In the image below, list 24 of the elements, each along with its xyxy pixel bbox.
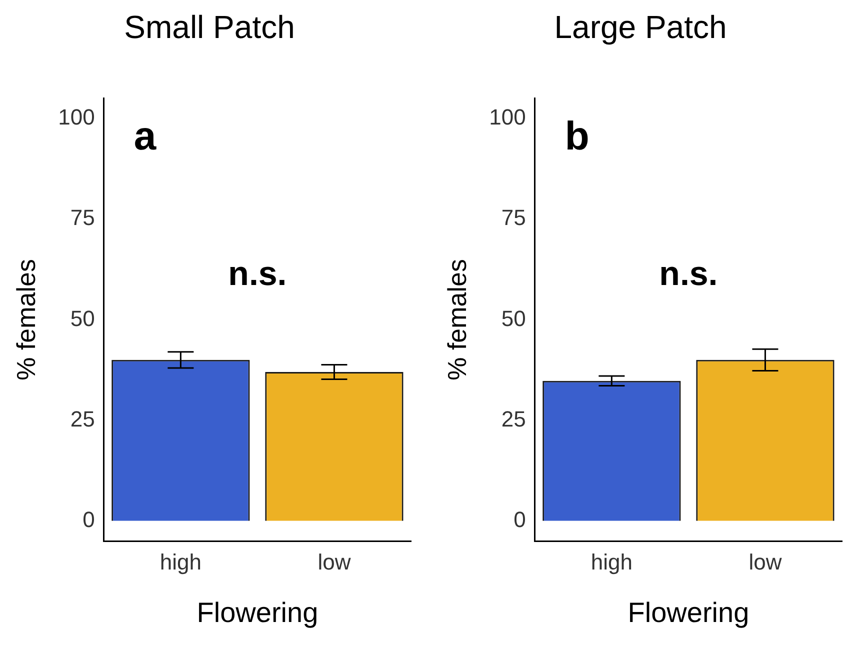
x-tick-label: low [318, 549, 351, 574]
annotation: a [134, 114, 157, 158]
y-tick-label: 50 [501, 306, 526, 331]
x-tick-label: low [748, 549, 782, 574]
y-tick-label: 25 [70, 406, 95, 432]
y-tick-label: 100 [58, 104, 95, 130]
y-tick-label: 0 [514, 506, 526, 532]
y-axis-title: % females [442, 259, 472, 380]
chart-title: Large Patch [554, 9, 727, 46]
chart-title: Small Patch [124, 9, 295, 46]
annotation: n.s. [659, 254, 718, 293]
y-tick-label: 25 [501, 406, 526, 432]
y-tick-label: 0 [82, 506, 95, 532]
annotation: b [564, 114, 590, 158]
x-tick-label: high [160, 549, 202, 574]
x-axis-title: Flowering [196, 596, 318, 628]
x-tick-label: high [590, 549, 632, 574]
y-tick-label: 75 [501, 205, 526, 230]
y-tick-label: 100 [489, 104, 526, 130]
x-axis-title: Flowering [628, 596, 750, 628]
annotation: n.s. [228, 254, 287, 293]
y-axis-title: % females [10, 259, 41, 380]
y-tick-label: 50 [70, 306, 95, 331]
y-tick-label: 75 [70, 205, 95, 230]
